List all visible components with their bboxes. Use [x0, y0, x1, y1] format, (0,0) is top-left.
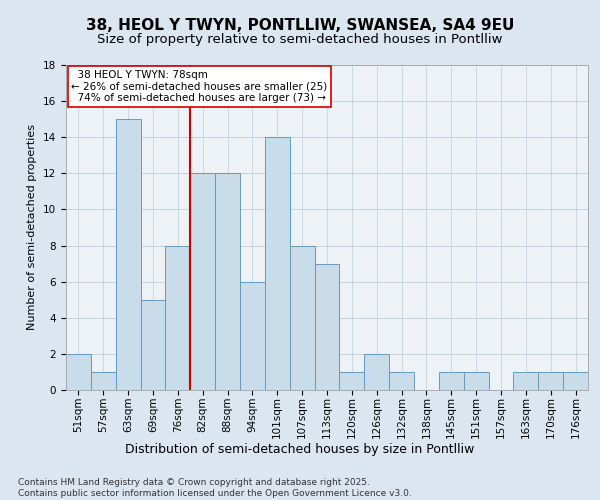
Y-axis label: Number of semi-detached properties: Number of semi-detached properties	[28, 124, 37, 330]
Bar	[389, 372, 414, 390]
Text: Size of property relative to semi-detached houses in Pontlliw: Size of property relative to semi-detach…	[97, 32, 503, 46]
Bar	[116, 119, 140, 390]
Bar	[240, 282, 265, 390]
Bar	[215, 174, 240, 390]
Bar	[439, 372, 464, 390]
Bar	[166, 246, 190, 390]
Bar	[91, 372, 116, 390]
Text: 38, HEOL Y TWYN, PONTLLIW, SWANSEA, SA4 9EU: 38, HEOL Y TWYN, PONTLLIW, SWANSEA, SA4 …	[86, 18, 514, 32]
Bar	[140, 300, 166, 390]
Bar	[563, 372, 588, 390]
Bar	[290, 246, 314, 390]
Bar	[190, 174, 215, 390]
Bar	[464, 372, 488, 390]
Bar	[66, 354, 91, 390]
Text: 38 HEOL Y TWYN: 78sqm
← 26% of semi-detached houses are smaller (25)
  74% of se: 38 HEOL Y TWYN: 78sqm ← 26% of semi-deta…	[71, 70, 328, 103]
Bar	[364, 354, 389, 390]
Bar	[265, 137, 290, 390]
Bar	[538, 372, 563, 390]
Bar	[340, 372, 364, 390]
Bar	[314, 264, 340, 390]
Bar	[514, 372, 538, 390]
Text: Distribution of semi-detached houses by size in Pontlliw: Distribution of semi-detached houses by …	[125, 442, 475, 456]
Text: Contains HM Land Registry data © Crown copyright and database right 2025.
Contai: Contains HM Land Registry data © Crown c…	[18, 478, 412, 498]
